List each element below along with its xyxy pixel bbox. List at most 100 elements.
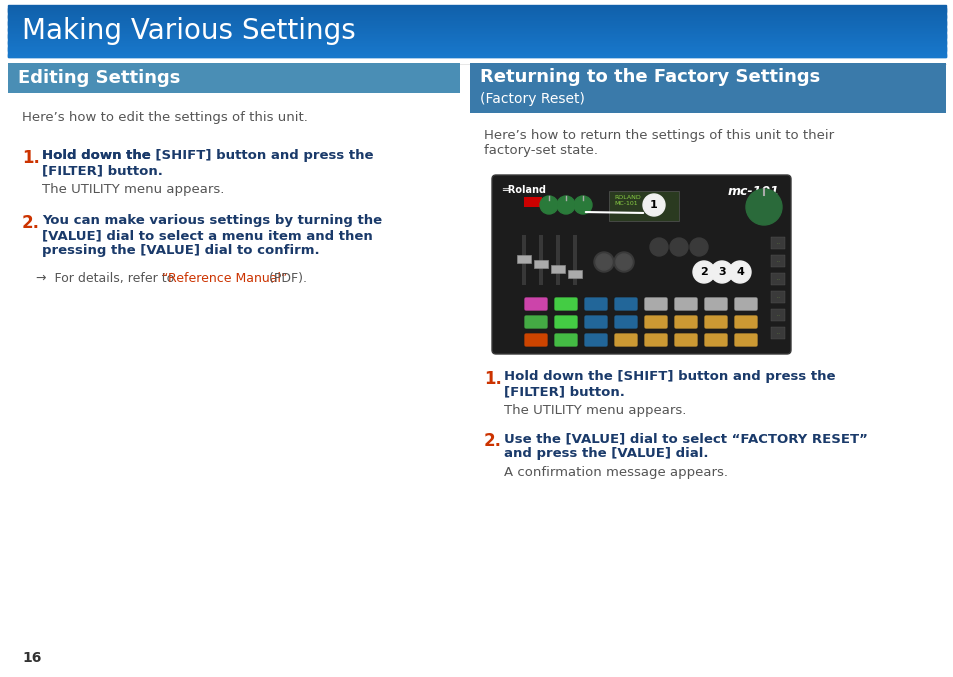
- Text: The UTILITY menu appears.: The UTILITY menu appears.: [503, 404, 685, 417]
- Bar: [8, 54, 945, 56]
- Text: Here’s how to return the settings of this unit to their: Here’s how to return the settings of thi…: [483, 129, 833, 142]
- Circle shape: [728, 261, 750, 283]
- Bar: [8, 28, 945, 29]
- Bar: [8, 35, 945, 37]
- FancyBboxPatch shape: [733, 333, 758, 347]
- Circle shape: [594, 252, 614, 272]
- Circle shape: [574, 196, 592, 214]
- Bar: [8, 16, 945, 17]
- FancyBboxPatch shape: [643, 297, 667, 311]
- Bar: [8, 14, 945, 16]
- FancyBboxPatch shape: [703, 297, 727, 311]
- FancyBboxPatch shape: [733, 297, 758, 311]
- Circle shape: [616, 254, 631, 270]
- Bar: [770, 273, 784, 285]
- Text: →  For details, refer to: → For details, refer to: [36, 272, 178, 285]
- Circle shape: [649, 238, 667, 256]
- Text: ...: ...: [776, 277, 779, 281]
- FancyBboxPatch shape: [703, 315, 727, 329]
- FancyBboxPatch shape: [523, 315, 547, 329]
- FancyBboxPatch shape: [492, 175, 790, 354]
- Bar: [8, 45, 945, 46]
- Bar: [8, 35, 945, 36]
- FancyBboxPatch shape: [703, 333, 727, 347]
- Text: You can make various settings by turning the
[VALUE] dial to select a menu item : You can make various settings by turning…: [42, 214, 382, 257]
- Text: Here’s how to edit the settings of this unit.: Here’s how to edit the settings of this …: [22, 111, 308, 124]
- FancyBboxPatch shape: [614, 333, 638, 347]
- FancyBboxPatch shape: [614, 297, 638, 311]
- Bar: [8, 41, 945, 43]
- Bar: [8, 53, 945, 54]
- Bar: [8, 39, 945, 40]
- Bar: [8, 53, 945, 55]
- Bar: [551, 265, 564, 273]
- Text: ...: ...: [776, 241, 779, 245]
- Text: ...: ...: [776, 331, 779, 335]
- Bar: [8, 22, 945, 23]
- Circle shape: [596, 254, 612, 270]
- Bar: [8, 47, 945, 49]
- Bar: [8, 40, 945, 41]
- Bar: [8, 9, 945, 10]
- Bar: [8, 20, 945, 22]
- Bar: [521, 235, 525, 285]
- Bar: [573, 235, 577, 285]
- Text: 1: 1: [649, 200, 658, 210]
- Bar: [8, 18, 945, 20]
- FancyBboxPatch shape: [523, 333, 547, 347]
- Bar: [770, 291, 784, 303]
- Bar: [538, 235, 542, 285]
- Text: Editing Settings: Editing Settings: [18, 69, 180, 87]
- Bar: [8, 24, 945, 26]
- Text: (PDF).: (PDF).: [265, 272, 307, 285]
- FancyBboxPatch shape: [673, 315, 698, 329]
- Text: 2: 2: [700, 267, 707, 277]
- Text: 1.: 1.: [22, 149, 40, 167]
- Bar: [517, 255, 531, 263]
- Text: 16: 16: [22, 651, 41, 665]
- Bar: [8, 46, 945, 47]
- Bar: [8, 42, 945, 43]
- Bar: [8, 36, 945, 37]
- Bar: [8, 47, 945, 48]
- Bar: [470, 63, 945, 113]
- FancyBboxPatch shape: [733, 315, 758, 329]
- FancyBboxPatch shape: [523, 297, 547, 311]
- Text: ...: ...: [776, 313, 779, 317]
- Bar: [8, 23, 945, 24]
- Bar: [8, 11, 945, 12]
- Bar: [8, 26, 945, 27]
- Circle shape: [539, 196, 558, 214]
- Bar: [8, 32, 945, 33]
- Bar: [8, 17, 945, 18]
- Bar: [8, 6, 945, 7]
- Bar: [608, 191, 679, 221]
- Bar: [8, 5, 945, 6]
- Text: ROLAND
MC-101: ROLAND MC-101: [614, 195, 640, 206]
- Bar: [8, 56, 945, 58]
- FancyBboxPatch shape: [554, 333, 578, 347]
- Bar: [8, 19, 945, 20]
- Text: “Reference Manual”: “Reference Manual”: [162, 272, 287, 285]
- FancyBboxPatch shape: [583, 333, 607, 347]
- Text: ...: ...: [776, 295, 779, 299]
- Bar: [8, 14, 945, 15]
- Bar: [8, 44, 945, 45]
- Text: Making Various Settings: Making Various Settings: [22, 17, 355, 45]
- Bar: [8, 49, 945, 51]
- Bar: [770, 255, 784, 267]
- FancyBboxPatch shape: [614, 315, 638, 329]
- Bar: [8, 32, 945, 34]
- Bar: [8, 7, 945, 8]
- Bar: [8, 10, 945, 12]
- Text: Hold down the: Hold down the: [42, 149, 155, 162]
- Bar: [8, 51, 945, 52]
- Bar: [8, 43, 945, 45]
- Circle shape: [710, 261, 732, 283]
- Bar: [8, 25, 945, 26]
- Bar: [8, 12, 945, 14]
- Circle shape: [745, 189, 781, 225]
- Bar: [770, 309, 784, 321]
- Bar: [8, 13, 945, 14]
- Bar: [770, 237, 784, 249]
